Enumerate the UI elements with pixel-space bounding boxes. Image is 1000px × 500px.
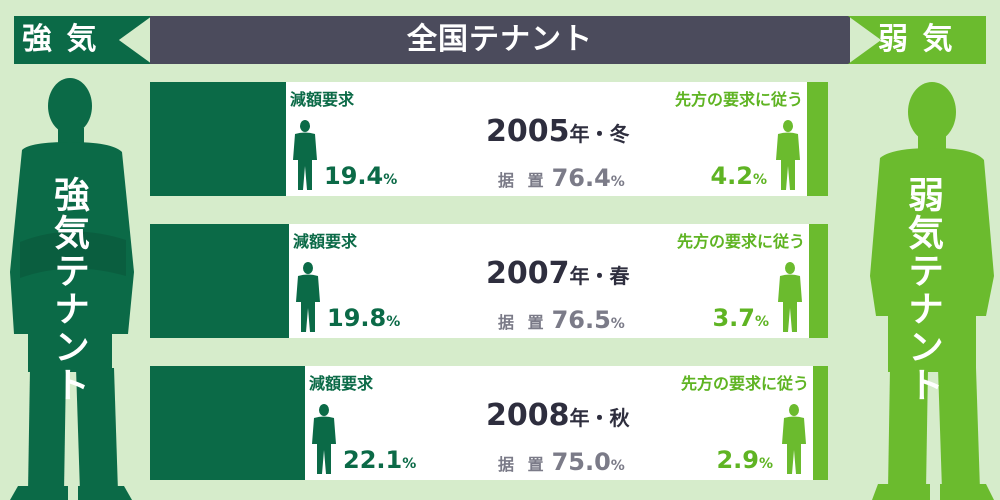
hold-value-unit: % xyxy=(610,174,625,190)
hold-value-number: 76.5 xyxy=(551,306,611,334)
weak-label: 先方の要求に従う xyxy=(676,232,805,251)
header-weak-title: 弱 気 xyxy=(878,22,955,57)
weak-bar xyxy=(813,366,828,480)
survey-row: 減額要求 先方の要求に従う 2007年・春 19.8% 据 置 76.5% 3.7% xyxy=(150,224,828,338)
hold-label: 据 置 xyxy=(498,455,548,474)
weak-mini-person-icon xyxy=(773,118,803,194)
strong-value-unit: % xyxy=(386,314,401,330)
weak-value-number: 2.9 xyxy=(716,446,759,474)
strong-value-number: 22.1 xyxy=(343,446,403,474)
strong-value-number: 19.8 xyxy=(327,304,387,332)
weak-value-number: 4.2 xyxy=(710,162,753,190)
weak-mini-person-icon xyxy=(779,402,809,478)
strong-value-unit: % xyxy=(383,172,398,188)
weak-value: 3.7% xyxy=(712,304,769,332)
weak-value-unit: % xyxy=(754,314,769,330)
hold-value: 据 置 76.5% xyxy=(498,306,625,334)
header-strong-title: 強 気 xyxy=(22,22,99,57)
strong-mini-person-icon xyxy=(290,118,320,194)
strong-bar xyxy=(150,366,305,480)
header-center-banner xyxy=(150,16,850,64)
strong-value: 19.8% xyxy=(327,304,400,332)
strong-bar xyxy=(150,82,286,196)
period-label: 2007年・春 xyxy=(486,256,630,291)
strong-label: 減額要求 xyxy=(309,374,374,393)
period-label: 2005年・冬 xyxy=(486,114,630,149)
period-label: 2008年・秋 xyxy=(486,398,630,433)
survey-row: 減額要求 先方の要求に従う 2008年・秋 22.1% 据 置 75.0% 2.9% xyxy=(150,366,828,480)
strong-value-unit: % xyxy=(402,456,417,472)
weak-bar xyxy=(809,224,828,338)
weak-value-unit: % xyxy=(758,456,773,472)
hold-value: 据 置 76.4% xyxy=(498,164,625,192)
weak-tenant-label: 弱気テナント xyxy=(902,176,943,404)
hold-value-unit: % xyxy=(610,316,625,332)
period-suffix: 年・秋 xyxy=(569,406,630,430)
weak-label: 先方の要求に従う xyxy=(680,374,809,393)
weak-label: 先方の要求に従う xyxy=(674,90,803,109)
strong-bar xyxy=(150,224,289,338)
strong-label: 減額要求 xyxy=(293,232,358,251)
hold-value: 据 置 75.0% xyxy=(498,448,625,476)
period-suffix: 年・冬 xyxy=(569,122,630,146)
weak-value: 2.9% xyxy=(716,446,773,474)
strong-mini-person-icon xyxy=(293,260,323,336)
weak-value: 4.2% xyxy=(710,162,767,190)
hold-value-number: 75.0 xyxy=(551,448,611,476)
hold-value-unit: % xyxy=(610,458,625,474)
weak-bar xyxy=(807,82,828,196)
weak-tenant-silhouette-icon xyxy=(870,82,994,500)
hold-label: 据 置 xyxy=(498,313,548,332)
period-suffix: 年・春 xyxy=(569,264,630,288)
weak-value-unit: % xyxy=(752,172,767,188)
weak-mini-person-icon xyxy=(775,260,805,336)
period-year: 2007 xyxy=(486,256,570,291)
strong-value: 19.4% xyxy=(324,162,397,190)
strong-value-number: 19.4 xyxy=(324,162,384,190)
strong-mini-person-icon xyxy=(309,402,339,478)
period-year: 2008 xyxy=(486,398,570,433)
hold-value-number: 76.4 xyxy=(551,164,611,192)
period-year: 2005 xyxy=(486,114,570,149)
strong-tenant-silhouette-icon xyxy=(10,78,134,500)
survey-row: 減額要求 先方の要求に従う 2005年・冬 19.4% 据 置 76.4% 4.2% xyxy=(150,82,828,196)
strong-label: 減額要求 xyxy=(290,90,355,109)
strong-value: 22.1% xyxy=(343,446,416,474)
header-center-title: 全国テナント xyxy=(407,22,593,57)
hold-label: 据 置 xyxy=(498,171,548,190)
strong-tenant-label: 強気テナント xyxy=(48,176,89,404)
weak-value-number: 3.7 xyxy=(712,304,755,332)
